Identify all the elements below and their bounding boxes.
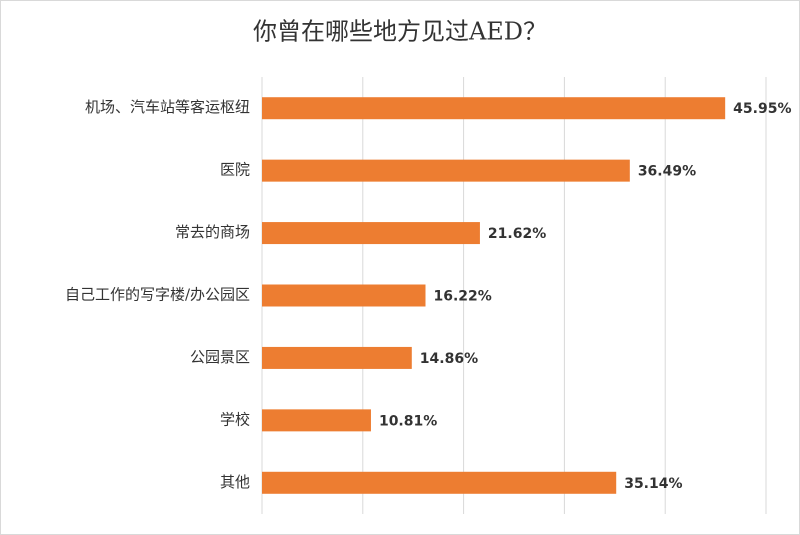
y-tick-label: 医院 [220,161,250,179]
bar [262,471,617,494]
y-tick-label: 常去的商场 [175,223,250,241]
data-label: 45.95% [733,101,791,117]
bar [262,159,630,182]
bar [262,409,371,432]
bar [262,346,412,369]
data-label: 36.49% [638,164,696,180]
chart-title: 你曾在哪些地方见过AED？ [253,18,547,46]
y-tick-label: 学校 [220,410,250,428]
y-tick-label: 公园景区 [190,348,250,366]
bar [262,97,726,120]
data-label: 35.14% [624,476,682,492]
bar [262,284,426,307]
y-tick-label: 其他 [220,473,250,491]
data-label: 14.86% [420,351,478,367]
bar [262,222,480,245]
data-label: 21.62% [488,226,546,242]
y-tick-label: 机场、汽车站等客运枢纽 [85,98,250,116]
y-tick-label: 自己工作的写字楼/办公园区 [65,286,250,304]
data-label: 10.81% [379,413,437,429]
data-label: 16.22% [433,289,491,305]
